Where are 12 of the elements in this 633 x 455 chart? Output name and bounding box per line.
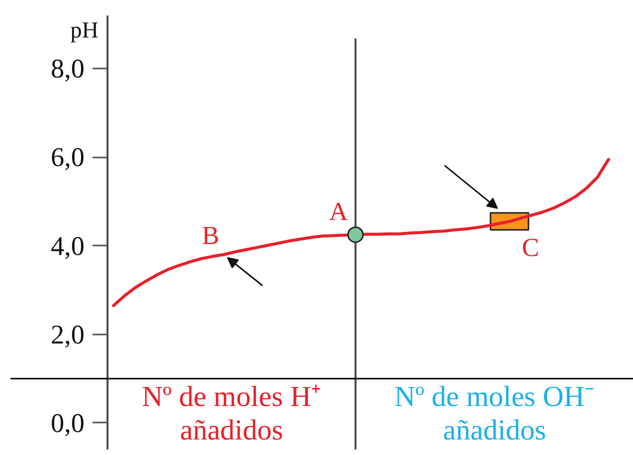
y-tick-label: 0,0 [50, 408, 84, 438]
y-tick-label: 8,0 [50, 54, 84, 84]
annotation: Nº de moles OH⁻ añadidos [394, 380, 595, 446]
y-tick-label: 6,0 [50, 142, 84, 172]
y-axis-title: pH [70, 18, 99, 42]
line-series [112, 158, 610, 308]
y-tick-label: 4,0 [50, 230, 84, 261]
series-label: C [522, 232, 540, 262]
series-label: A [329, 197, 348, 226]
annotation: Nº de moles H⁺ añadidos [142, 380, 322, 446]
annotation: B [202, 221, 220, 250]
y-tick-label: 2,0 [50, 319, 84, 350]
